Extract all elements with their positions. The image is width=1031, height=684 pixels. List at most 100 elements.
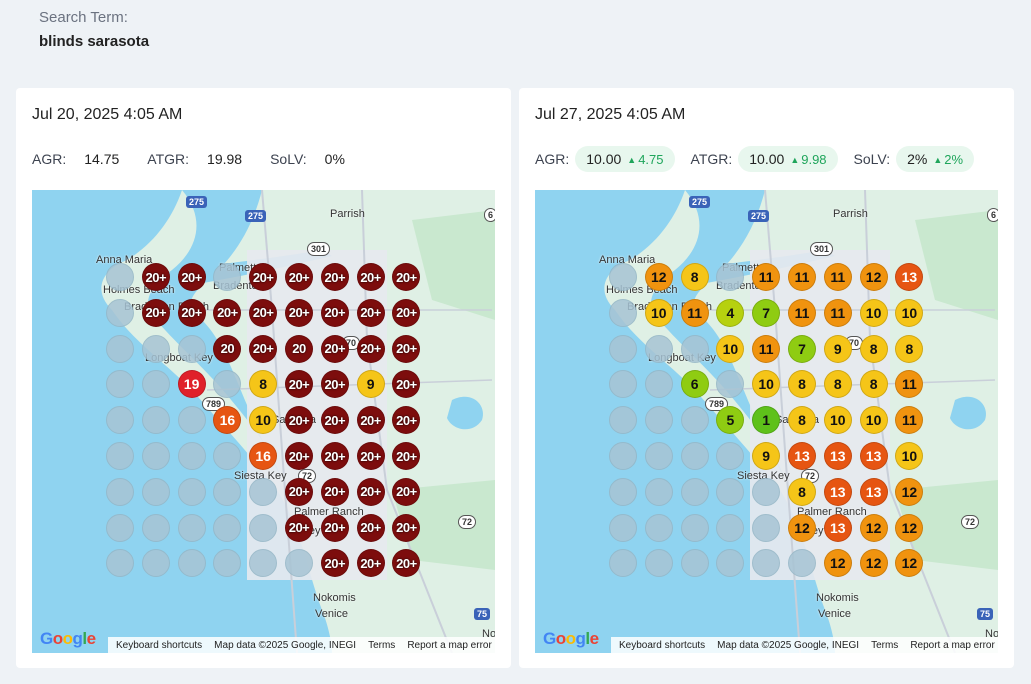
grid-point-rank[interactable]: 10 xyxy=(644,298,673,327)
report-map-error-link[interactable]: Report a map error xyxy=(407,639,492,651)
grid-point-rank[interactable]: 4 xyxy=(716,298,745,327)
grid-point-rank[interactable]: 20+ xyxy=(320,370,349,399)
grid-point-rank[interactable]: 20+ xyxy=(392,477,421,506)
grid-point-rank[interactable]: 20+ xyxy=(213,298,242,327)
grid-point-rank[interactable]: 6 xyxy=(680,370,709,399)
grid-point-rank[interactable]: 20+ xyxy=(356,477,385,506)
grid-point-rank[interactable]: 5 xyxy=(716,406,745,435)
grid-point-rank[interactable]: 8 xyxy=(859,334,888,363)
grid-point-rank[interactable]: 20+ xyxy=(285,477,313,506)
grid-point-rank[interactable]: 20+ xyxy=(392,549,421,578)
grid-point-empty[interactable] xyxy=(680,442,709,470)
grid-point-empty[interactable] xyxy=(106,477,134,506)
grid-point-rank[interactable]: 9 xyxy=(356,370,385,399)
grid-point-empty[interactable] xyxy=(680,477,709,506)
grid-point-empty[interactable] xyxy=(609,513,637,542)
grid-point-empty[interactable] xyxy=(213,477,242,506)
keyboard-shortcuts-link[interactable]: Keyboard shortcuts xyxy=(619,639,706,651)
terms-link[interactable]: Terms xyxy=(368,639,396,651)
grid-point-rank[interactable]: 8 xyxy=(680,263,709,291)
grid-point-empty[interactable] xyxy=(213,370,242,399)
terms-link[interactable]: Terms xyxy=(871,639,899,651)
grid-point-rank[interactable]: 10 xyxy=(716,334,745,363)
grid-point-empty[interactable] xyxy=(141,513,170,542)
grid-point-rank[interactable]: 20+ xyxy=(177,298,206,327)
grid-point-rank[interactable]: 10 xyxy=(823,406,852,435)
grid-point-rank[interactable]: 10 xyxy=(249,406,278,435)
grid-point-empty[interactable] xyxy=(106,513,134,542)
grid-point-rank[interactable]: 20+ xyxy=(285,298,313,327)
grid-point-empty[interactable] xyxy=(141,370,170,399)
grid-point-rank[interactable]: 20+ xyxy=(177,263,206,291)
grid-point-empty[interactable] xyxy=(680,549,709,578)
grid-point-empty[interactable] xyxy=(644,406,673,435)
grid-point-rank[interactable]: 20+ xyxy=(392,513,421,542)
grid-point-empty[interactable] xyxy=(644,477,673,506)
grid-point-rank[interactable]: 20+ xyxy=(285,442,313,470)
grid-point-rank[interactable]: 20+ xyxy=(320,298,349,327)
grid-point-rank[interactable]: 1 xyxy=(752,406,781,435)
grid-point-rank[interactable]: 20+ xyxy=(320,334,349,363)
grid-point-rank[interactable]: 12 xyxy=(895,477,924,506)
grid-point-empty[interactable] xyxy=(609,477,637,506)
grid-point-rank[interactable]: 20+ xyxy=(392,298,421,327)
grid-point-empty[interactable] xyxy=(106,442,134,470)
grid-point-rank[interactable]: 12 xyxy=(823,549,852,578)
grid-point-rank[interactable]: 12 xyxy=(788,513,816,542)
grid-point-rank[interactable]: 20+ xyxy=(285,370,313,399)
grid-point-rank[interactable]: 12 xyxy=(859,549,888,578)
grid-point-empty[interactable] xyxy=(752,477,781,506)
grid-point-empty[interactable] xyxy=(609,298,637,327)
grid-point-rank[interactable]: 8 xyxy=(788,477,816,506)
grid-point-empty[interactable] xyxy=(680,513,709,542)
grid-point-empty[interactable] xyxy=(644,513,673,542)
grid-point-empty[interactable] xyxy=(106,334,134,363)
grid-point-rank[interactable]: 20+ xyxy=(320,442,349,470)
grid-point-empty[interactable] xyxy=(177,442,206,470)
grid-point-rank[interactable]: 20+ xyxy=(392,406,421,435)
grid-point-rank[interactable]: 20+ xyxy=(285,406,313,435)
grid-point-rank[interactable]: 20+ xyxy=(320,263,349,291)
grid-point-rank[interactable]: 20+ xyxy=(320,406,349,435)
grid-point-empty[interactable] xyxy=(680,406,709,435)
grid-point-empty[interactable] xyxy=(609,406,637,435)
grid-point-empty[interactable] xyxy=(716,549,745,578)
grid-point-empty[interactable] xyxy=(213,442,242,470)
grid-point-rank[interactable]: 13 xyxy=(895,263,924,291)
grid-point-empty[interactable] xyxy=(141,549,170,578)
grid-point-empty[interactable] xyxy=(106,263,134,291)
grid-point-rank[interactable]: 10 xyxy=(859,298,888,327)
grid-point-rank[interactable]: 20+ xyxy=(249,334,278,363)
grid-point-rank[interactable]: 13 xyxy=(823,513,852,542)
grid-point-empty[interactable] xyxy=(177,549,206,578)
grid-point-rank[interactable]: 12 xyxy=(895,549,924,578)
grid-point-rank[interactable]: 12 xyxy=(644,263,673,291)
grid-point-rank[interactable]: 11 xyxy=(752,263,781,291)
grid-point-rank[interactable]: 11 xyxy=(788,298,816,327)
grid-point-rank[interactable]: 7 xyxy=(788,334,816,363)
grid-point-rank[interactable]: 8 xyxy=(788,370,816,399)
grid-point-rank[interactable]: 20+ xyxy=(392,442,421,470)
grid-point-rank[interactable]: 11 xyxy=(823,263,852,291)
google-logo[interactable]: Google xyxy=(40,629,96,648)
grid-point-rank[interactable]: 20+ xyxy=(356,549,385,578)
grid-point-rank[interactable]: 13 xyxy=(859,442,888,470)
grid-point-empty[interactable] xyxy=(249,549,278,578)
grid-point-rank[interactable]: 13 xyxy=(788,442,816,470)
grid-point-empty[interactable] xyxy=(752,549,781,578)
grid-point-rank[interactable]: 20+ xyxy=(356,263,385,291)
grid-point-rank[interactable]: 10 xyxy=(895,442,924,470)
grid-point-empty[interactable] xyxy=(177,477,206,506)
grid-point-empty[interactable] xyxy=(680,334,709,363)
grid-point-empty[interactable] xyxy=(788,549,816,578)
grid-point-rank[interactable]: 20+ xyxy=(285,513,313,542)
grid-point-rank[interactable]: 20+ xyxy=(356,406,385,435)
grid-point-empty[interactable] xyxy=(716,442,745,470)
grid-point-empty[interactable] xyxy=(609,549,637,578)
grid-point-empty[interactable] xyxy=(716,370,745,399)
grid-point-rank[interactable]: 10 xyxy=(859,406,888,435)
grid-point-rank[interactable]: 20+ xyxy=(320,549,349,578)
grid-point-rank[interactable]: 11 xyxy=(752,334,781,363)
grid-point-empty[interactable] xyxy=(609,263,637,291)
